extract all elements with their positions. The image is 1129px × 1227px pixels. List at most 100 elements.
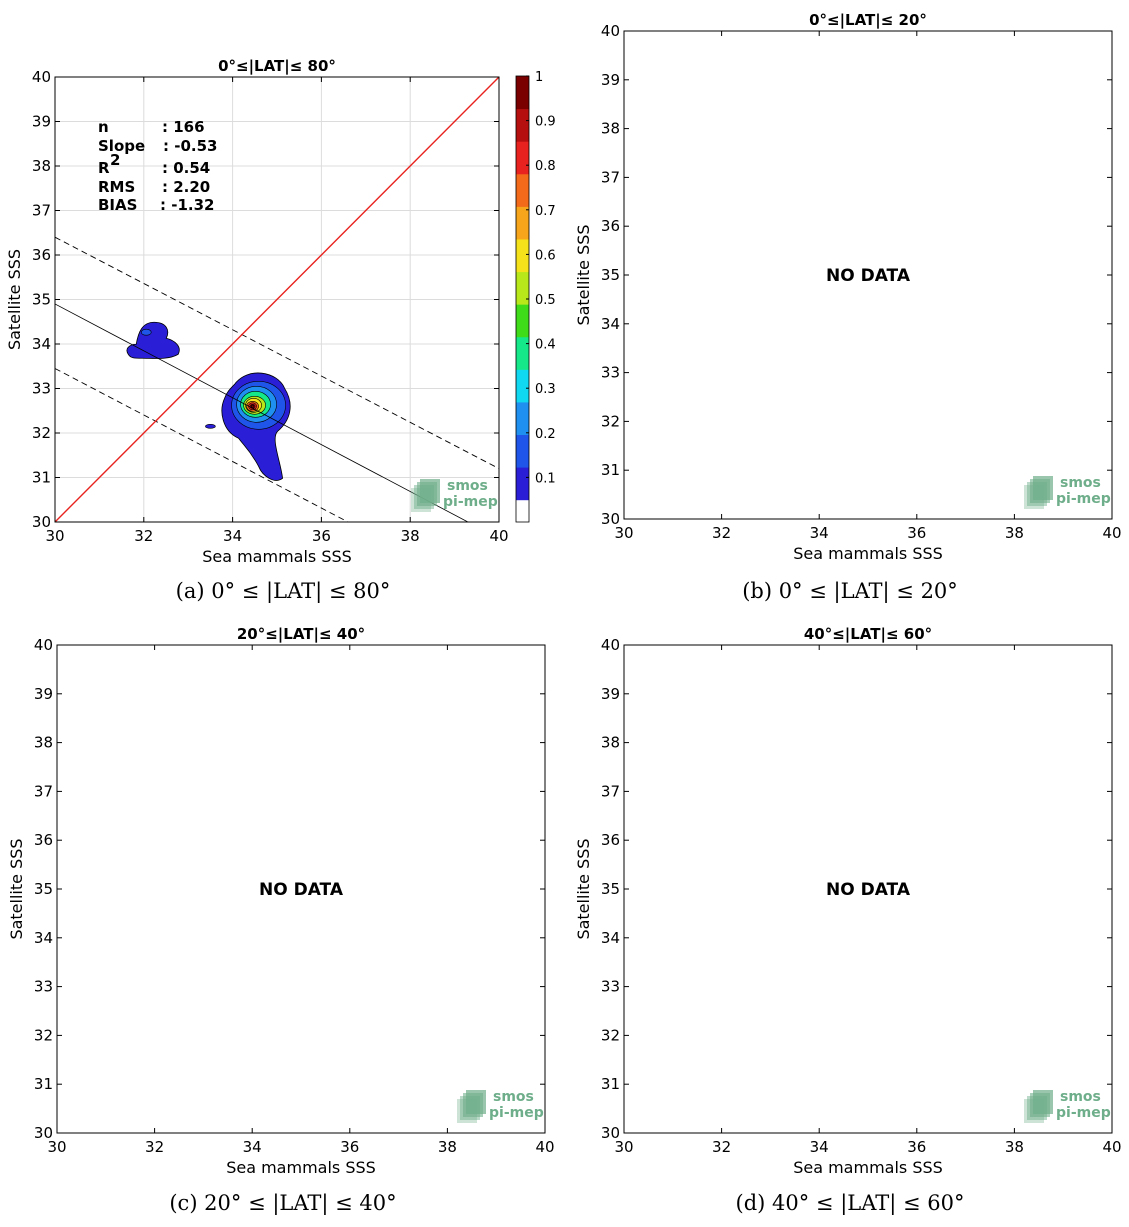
panel-caption: (a) 0° ≤ |LAT| ≤ 80°	[176, 579, 391, 604]
x-tick-label: 38	[401, 527, 420, 545]
x-axis-label: Sea mammals SSS	[793, 544, 943, 563]
y-tick-label: 40	[34, 636, 53, 654]
x-axis-label: Sea mammals SSS	[793, 1158, 943, 1177]
x-axis-label: Sea mammals SSS	[202, 547, 352, 566]
colorbar-bin	[516, 76, 529, 110]
colorbar-tick-label: 0.5	[535, 293, 556, 308]
y-tick-label: 30	[601, 510, 620, 528]
logo-text-line2: pi-mep	[489, 1105, 544, 1121]
y-axis-label: Satellite SSS	[5, 249, 24, 350]
x-tick-label: 36	[907, 1138, 926, 1156]
no-data-label: NO DATA	[826, 266, 911, 286]
x-tick-label: 36	[312, 527, 331, 545]
stat-label: R	[98, 159, 110, 177]
stat-row: n: 166	[98, 118, 205, 136]
y-tick-label: 33	[601, 978, 620, 996]
stats-block: n: 166 Slope: -0.53 R 2: 0.54 RMS: 2.20 BIAS:…	[98, 118, 217, 214]
panel-d: 30 32 34 36 38 40 30 31 32 33 34 35 36 37 38 39 40 40°≤|L…	[574, 625, 1122, 1216]
x-tick-label: 40	[489, 527, 508, 545]
x-tick-label: 40	[535, 1138, 554, 1156]
y-tick-label: 34	[34, 929, 53, 947]
stat-value: : -0.53	[163, 137, 217, 155]
y-tick-label: 30	[601, 1124, 620, 1142]
logo-text-line1: smos	[493, 1089, 534, 1105]
plot-area	[57, 645, 545, 1133]
y-tick-label: 39	[32, 113, 51, 131]
y-tick-label: 32	[601, 1026, 620, 1044]
x-tick-label: 30	[45, 527, 64, 545]
x-tick-label: 40	[1102, 524, 1121, 542]
y-tick-label: 34	[601, 929, 620, 947]
plot-area	[624, 645, 1112, 1133]
y-tick-label: 38	[32, 157, 51, 175]
y-tick-label: 31	[601, 1075, 620, 1093]
y-tick-label: 38	[601, 120, 620, 138]
colorbar-tick-label: 0.6	[535, 248, 556, 263]
y-tick-label: 35	[601, 880, 620, 898]
density-contour	[205, 424, 216, 429]
y-tick-label: 40	[601, 22, 620, 40]
x-tick-label: 40	[1102, 1138, 1121, 1156]
y-tick-label: 34	[32, 335, 51, 353]
x-tick-label: 32	[145, 1138, 164, 1156]
stat-value: : 2.20	[162, 178, 210, 196]
no-data-label: NO DATA	[826, 880, 911, 900]
stat-row: Slope: -0.53	[98, 137, 217, 155]
panel-caption: (b) 0° ≤ |LAT| ≤ 20°	[742, 579, 958, 604]
x-tick-label: 38	[1005, 524, 1024, 542]
colorbar-tick-label: 1	[535, 70, 543, 85]
panel-title: 0°≤|LAT|≤ 80°	[218, 57, 336, 76]
density-contour	[250, 404, 255, 408]
colorbar-bin	[516, 434, 529, 468]
panel-caption: (d) 40° ≤ |LAT| ≤ 60°	[736, 1191, 965, 1216]
colorbar-bin	[516, 141, 529, 175]
no-data-label: NO DATA	[259, 880, 344, 900]
y-tick-label: 36	[34, 831, 53, 849]
panel-b: 30 32 34 36 38 40 30 31 32 33 34 35 36 37 38 39 40 0°≤|LA…	[574, 11, 1122, 604]
logo-graphic	[420, 479, 440, 503]
y-tick-label: 36	[32, 246, 51, 264]
y-axis-label: Satellite SSS	[574, 224, 593, 325]
colorbar-tick-label: 0.8	[535, 159, 556, 174]
colorbar-tick-label: 0.4	[535, 338, 556, 353]
stat-row: RMS: 2.20	[98, 178, 210, 196]
x-tick-label: 30	[614, 1138, 633, 1156]
colorbar-bin	[516, 401, 529, 436]
y-axis-label: Satellite SSS	[574, 838, 593, 939]
colorbar-tick-label: 0.1	[535, 471, 556, 486]
colorbar-bin	[516, 271, 529, 305]
identity-line	[55, 77, 499, 522]
x-tick-label: 34	[243, 1138, 262, 1156]
colorbar-bin	[516, 304, 529, 338]
density-cluster	[221, 372, 291, 481]
logo-graphic	[1033, 1090, 1053, 1114]
data-layer	[55, 77, 499, 522]
x-tick-label: 30	[47, 1138, 66, 1156]
colorbar-empty-bin	[516, 499, 529, 522]
y-tick-label: 36	[601, 217, 620, 235]
y-tick-label: 40	[32, 68, 51, 86]
y-tick-label: 39	[601, 685, 620, 703]
colorbar-tick-label: 0.7	[535, 204, 556, 219]
x-tick-label: 30	[614, 524, 633, 542]
logo-graphic	[1033, 476, 1053, 500]
stat-value: : 0.54	[162, 159, 210, 177]
y-tick-label: 36	[601, 831, 620, 849]
y-tick-label: 31	[601, 461, 620, 479]
colorbar-bin	[516, 206, 529, 240]
y-tick-label: 35	[34, 880, 53, 898]
logo-text-line2: pi-mep	[443, 494, 498, 510]
colorbar-bin	[516, 467, 529, 501]
x-tick-label: 38	[1005, 1138, 1024, 1156]
y-tick-label: 30	[34, 1124, 53, 1142]
stat-label: BIAS	[98, 196, 137, 214]
x-tick-label: 32	[134, 527, 153, 545]
logo-text-line1: smos	[1060, 475, 1101, 491]
y-tick-label: 32	[32, 424, 51, 442]
fit-line	[55, 303, 469, 522]
logo-text-line2: pi-mep	[1056, 491, 1111, 507]
